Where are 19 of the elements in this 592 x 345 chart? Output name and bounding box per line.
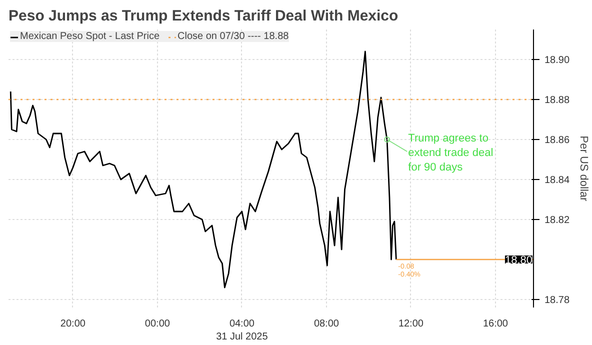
legend-label: Mexican Peso Spot - Last Price xyxy=(20,31,160,42)
x-tick-label: 16:00 xyxy=(482,318,508,330)
y-tick-label: 18.86 xyxy=(544,135,570,146)
x-tick-label: 12:00 xyxy=(398,318,424,330)
legend-label: Close on 07/30 ---- 18.88 xyxy=(178,31,289,42)
x-tick-label: 04:00 31 Jul 2025 xyxy=(216,318,268,343)
ref-line-label: 18.80 xyxy=(504,254,533,266)
line-series xyxy=(10,50,397,288)
y-tick-label: 18.84 xyxy=(544,175,570,186)
y-tick-label: 18.78 xyxy=(544,295,570,306)
annotation: Trump agrees to extend trade deal for 90 days xyxy=(408,132,494,174)
x-tick-label: 08:00 xyxy=(314,318,340,330)
chart-title: Peso Jumps as Trump Extends Tariff Deal With Mexico xyxy=(8,8,398,24)
y-tick-label: 18.88 xyxy=(544,95,570,106)
x-tick-label: 00:00 xyxy=(144,318,170,330)
y-tick-label: 18.82 xyxy=(544,215,570,226)
x-tick-label: 20:00 xyxy=(60,318,86,330)
y2-axis-title: Per US dollar xyxy=(578,136,590,202)
y-tick-label: 18.90 xyxy=(544,55,570,66)
